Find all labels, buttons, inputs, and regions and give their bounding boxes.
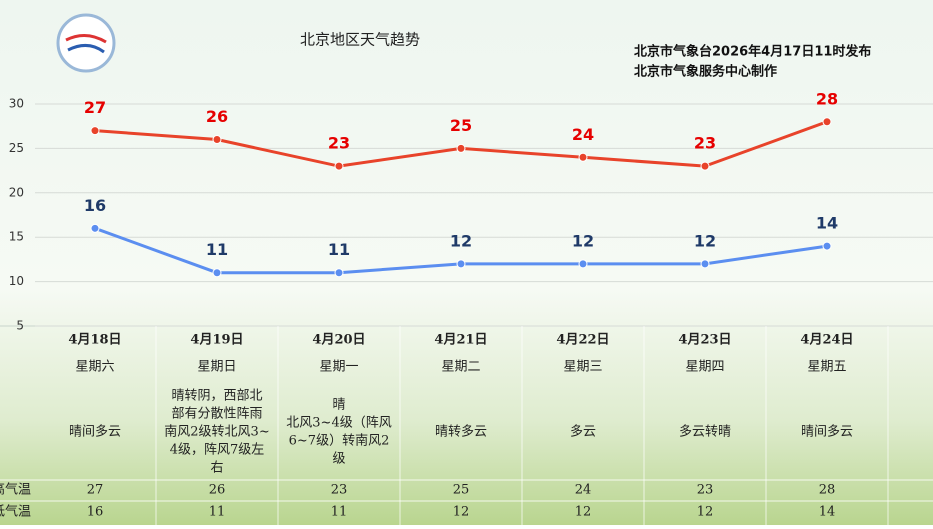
data-point <box>90 223 100 233</box>
date: 4月20日 <box>312 333 365 348</box>
temp-cell: 28 <box>819 483 836 498</box>
weather: 晴 <box>332 398 345 413</box>
data-label: 27 <box>84 98 106 117</box>
data-label: 12 <box>572 231 594 250</box>
logo <box>56 13 116 73</box>
row-label: 最高气温 <box>0 482 31 498</box>
temp-cell: 11 <box>209 505 226 520</box>
temp-cell: 11 <box>331 505 348 520</box>
data-point <box>456 143 466 153</box>
data-label: 23 <box>694 134 716 153</box>
data-point <box>700 161 710 171</box>
data-point <box>456 259 466 269</box>
temp-cell: 12 <box>453 505 470 520</box>
date: 4月19日 <box>190 333 243 348</box>
weather: 晴转多云 <box>435 424 487 440</box>
temp-cell: 14 <box>819 505 836 520</box>
y-tick-label: 15 <box>9 230 24 244</box>
weather: 4级，阵风7级左 <box>170 443 265 458</box>
temp-cell: 25 <box>453 483 470 498</box>
data-label: 11 <box>206 240 228 259</box>
data-point <box>700 259 710 269</box>
weather: 多云 <box>570 424 596 440</box>
weather: 部有分散性阵雨 <box>171 407 262 422</box>
weekday: 星期六 <box>75 360 114 375</box>
data-label: 12 <box>450 231 472 250</box>
data-label: 24 <box>572 125 594 144</box>
data-label: 14 <box>816 214 838 233</box>
issuer: 北京市气象台2026年4月17日11时发布 <box>634 44 871 60</box>
temp-cell: 26 <box>209 483 226 498</box>
weekday: 星期四 <box>685 360 724 375</box>
date: 4月22日 <box>556 333 609 348</box>
data-label: 12 <box>694 231 716 250</box>
weekday: 星期三 <box>563 360 602 375</box>
date: 4月21日 <box>434 333 487 348</box>
data-point <box>578 152 588 162</box>
temp-cell: 23 <box>331 483 348 498</box>
data-point <box>578 259 588 269</box>
y-tick-label: 20 <box>9 185 24 199</box>
weather: 6~7级）转南风2 <box>289 433 390 449</box>
weekday: 星期二 <box>441 360 480 375</box>
data-point <box>334 161 344 171</box>
weather: 多云转晴 <box>679 424 731 440</box>
row-label: 最低气温 <box>0 504 31 520</box>
y-tick-label: 25 <box>9 141 24 155</box>
data-label: 26 <box>206 107 228 126</box>
temp-cell: 16 <box>87 505 104 520</box>
data-point <box>212 268 222 278</box>
date: 4月23日 <box>678 333 731 348</box>
temp-cell: 24 <box>575 483 592 498</box>
weather: 南风2级转北风3~ <box>164 424 269 440</box>
weekday: 星期日 <box>197 360 236 375</box>
weather: 级 <box>332 452 345 467</box>
weather: 晴转阴，西部北 <box>171 389 262 404</box>
issuer: 北京市气象服务中心制作 <box>634 64 777 80</box>
temp-cell: 12 <box>697 505 714 520</box>
data-point <box>334 268 344 278</box>
temp-cell: 23 <box>697 483 714 498</box>
weather: 晴间多云 <box>801 424 853 440</box>
y-tick-label: 30 <box>9 97 24 111</box>
data-label: 28 <box>816 89 838 108</box>
date: 4月18日 <box>68 333 121 348</box>
temp-cell: 27 <box>87 483 104 498</box>
data-label: 11 <box>328 240 350 259</box>
weather: 晴间多云 <box>69 424 121 440</box>
data-point <box>212 135 222 145</box>
weather: 右 <box>210 461 223 476</box>
data-point <box>822 241 832 251</box>
weather: 北风3~4级（阵风 <box>286 416 391 431</box>
date: 4月24日 <box>800 333 853 348</box>
y-tick-label: 10 <box>9 274 24 288</box>
temp-cell: 12 <box>575 505 592 520</box>
data-point <box>822 117 832 127</box>
weekday: 星期一 <box>319 360 358 375</box>
data-label: 25 <box>450 116 472 135</box>
data-point <box>90 126 100 136</box>
weekday: 星期五 <box>807 360 846 375</box>
y-tick-label: 5 <box>16 319 24 333</box>
chart-title: 北京地区天气趋势 <box>300 31 420 49</box>
data-label: 23 <box>328 134 350 153</box>
data-label: 16 <box>84 196 106 215</box>
